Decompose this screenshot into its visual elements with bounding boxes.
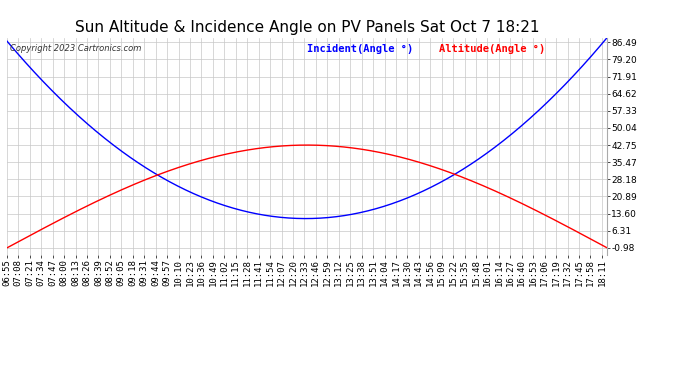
Text: Copyright 2023 Cartronics.com: Copyright 2023 Cartronics.com — [10, 44, 141, 53]
Text: Altitude(Angle °): Altitude(Angle °) — [439, 44, 545, 54]
Title: Sun Altitude & Incidence Angle on PV Panels Sat Oct 7 18:21: Sun Altitude & Incidence Angle on PV Pan… — [75, 20, 540, 35]
Text: Incident(Angle °): Incident(Angle °) — [307, 44, 413, 54]
